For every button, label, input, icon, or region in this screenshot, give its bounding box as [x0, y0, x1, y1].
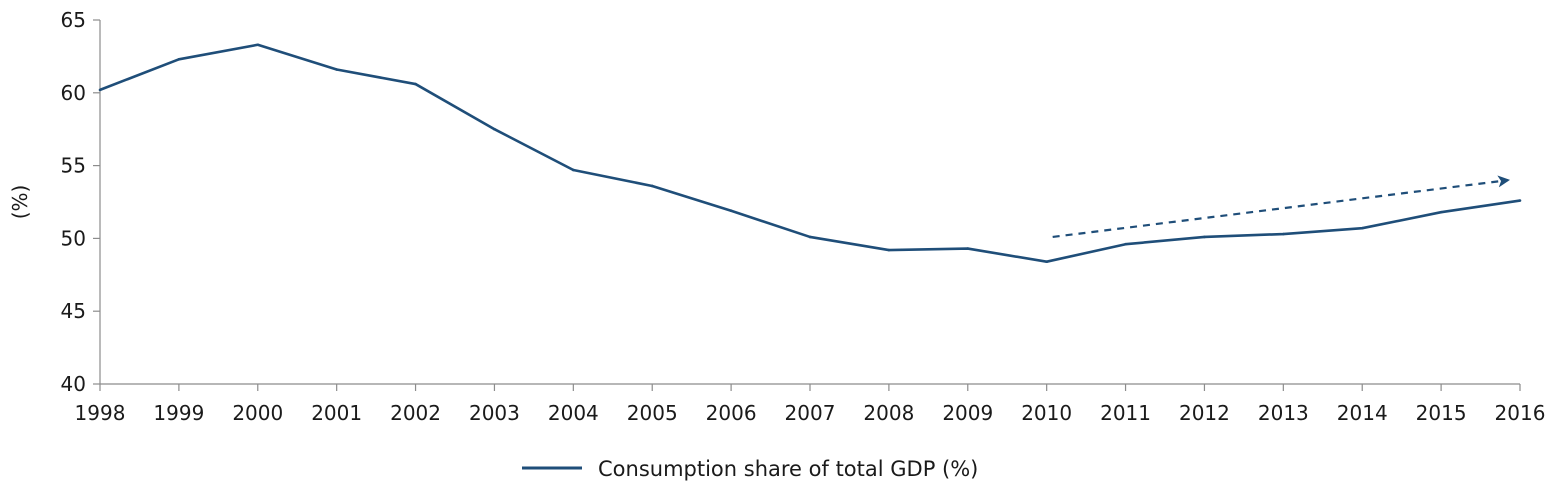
- data-point: [572, 168, 575, 172]
- data-point: [808, 235, 812, 239]
- x-tick-label: 1998: [75, 401, 126, 425]
- x-tick-label: 2011: [1100, 401, 1151, 425]
- legend: Consumption share of total GDP (%): [522, 457, 978, 481]
- y-tick-label: 65: [61, 8, 86, 32]
- y-axis: 40 45 50 55 60 65 (%): [8, 8, 101, 396]
- x-tick-label: 2013: [1258, 401, 1309, 425]
- x-tick-label: 2004: [548, 401, 599, 425]
- data-point: [98, 88, 102, 92]
- x-tick-label: 2008: [863, 401, 914, 425]
- y-axis-title: (%): [8, 185, 32, 220]
- x-tick-label: 2006: [706, 401, 757, 425]
- x-tick-label: 2000: [232, 401, 283, 425]
- x-tick-label: 2003: [469, 401, 520, 425]
- y-tick-label: 50: [61, 226, 86, 250]
- x-tick-label: 2016: [1495, 401, 1546, 425]
- data-point: [887, 248, 891, 252]
- data-point: [1045, 260, 1048, 263]
- y-tick-label: 45: [61, 299, 86, 323]
- data-point: [335, 68, 338, 71]
- y-tick-label: 60: [61, 81, 86, 105]
- x-tick-label: 2012: [1179, 401, 1230, 425]
- data-point: [1282, 232, 1285, 236]
- x-tick-label: 2001: [311, 401, 362, 425]
- trend-arrow: [1052, 175, 1510, 239]
- data-point: [650, 184, 654, 188]
- x-axis: 1998 1999 2000 2001 2002 2003 2004 2005 2006 2007…: [75, 383, 1546, 425]
- plot-area: [98, 43, 1522, 263]
- data-point: [1360, 226, 1364, 230]
- x-tick-label: 2007: [785, 401, 836, 425]
- data-point: [256, 43, 260, 47]
- x-tick-label: 2014: [1337, 401, 1388, 425]
- x-tick-label: 2005: [627, 401, 678, 425]
- data-point: [1124, 242, 1127, 246]
- y-tick-label: 40: [61, 372, 86, 396]
- data-point: [729, 209, 733, 213]
- data-point: [966, 247, 970, 250]
- y-tick-label: 55: [61, 154, 86, 178]
- x-tick-label: 2010: [1021, 401, 1072, 425]
- data-point: [177, 58, 181, 61]
- data-point: [1203, 235, 1206, 239]
- x-tick-label: 1999: [153, 401, 204, 425]
- series-line: [99, 43, 1521, 263]
- data-point: [414, 82, 417, 86]
- data-point: [493, 127, 496, 131]
- data-point: [1518, 199, 1522, 202]
- data-point: [1439, 210, 1443, 214]
- legend-label: Consumption share of total GDP (%): [598, 457, 978, 481]
- x-tick-label: 2009: [942, 401, 993, 425]
- x-tick-label: 2015: [1416, 401, 1467, 425]
- x-tick-label: 2002: [390, 401, 441, 425]
